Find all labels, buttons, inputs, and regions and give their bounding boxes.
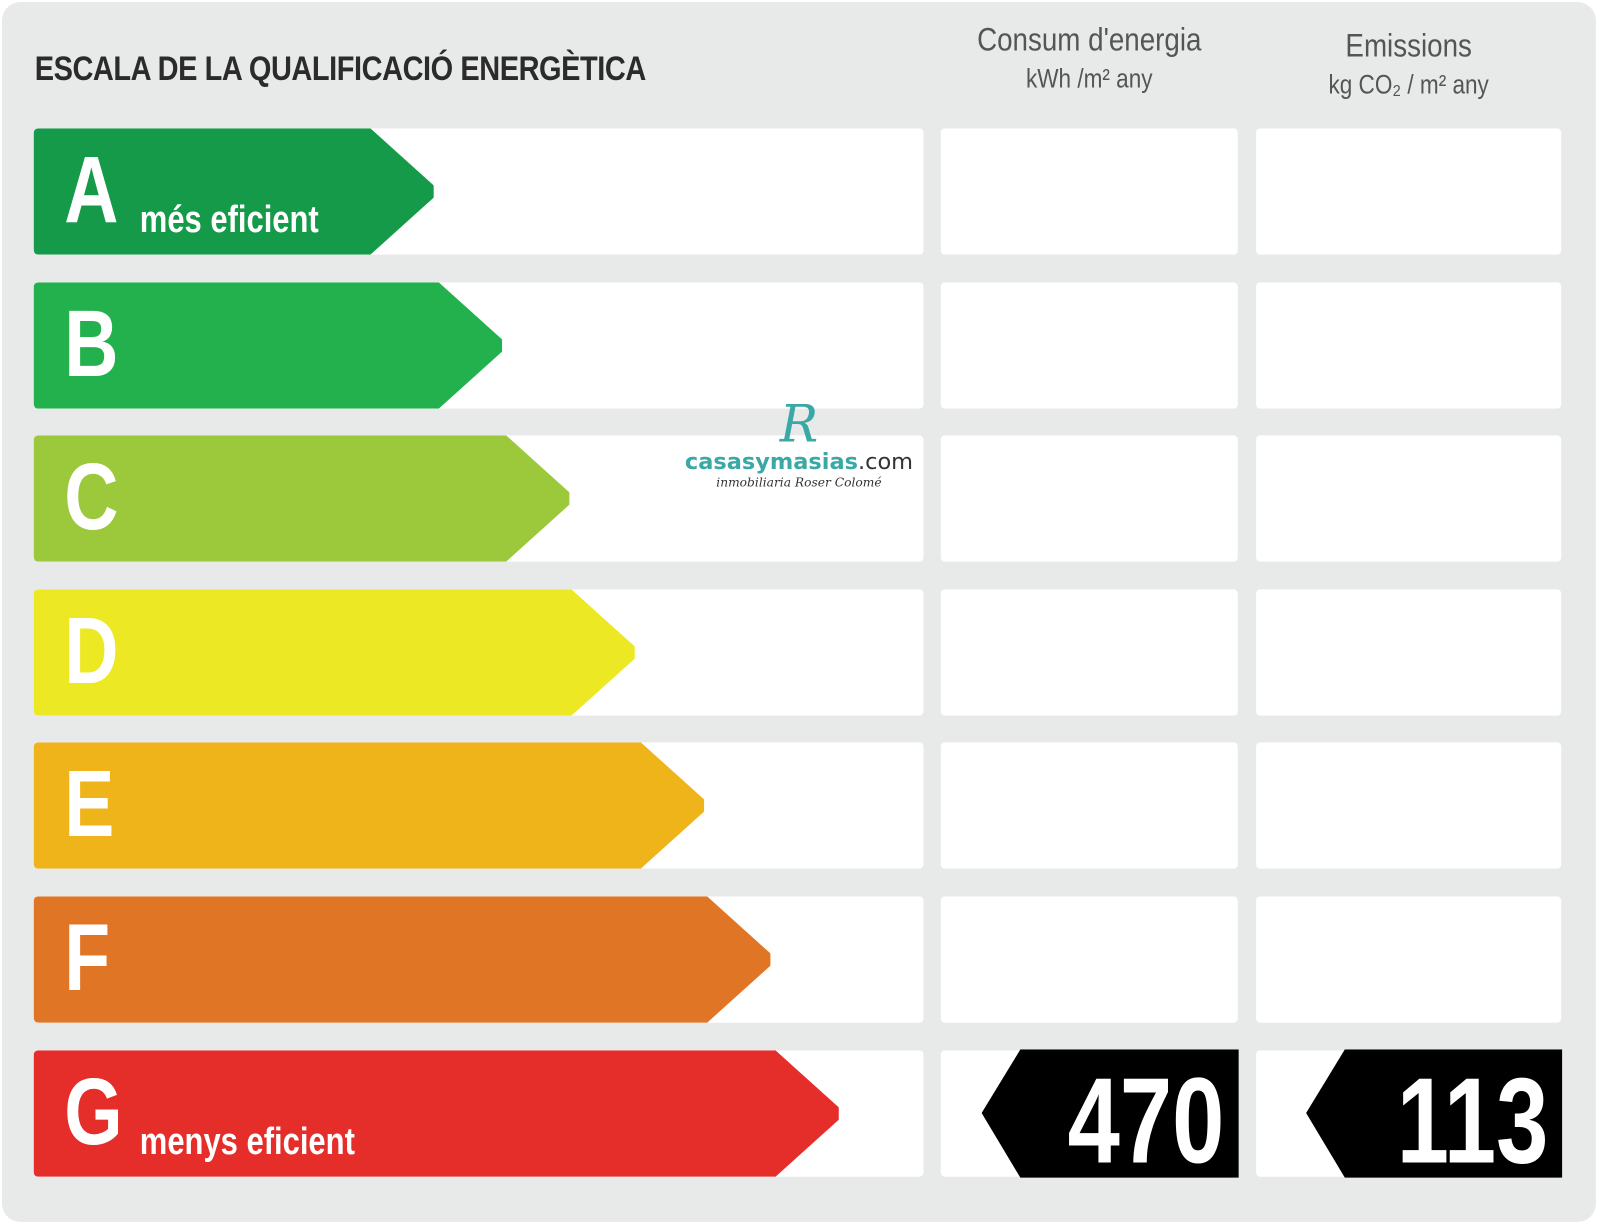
emissions-column-title: Emissions bbox=[1345, 26, 1472, 64]
emissions-value: 113 bbox=[1396, 1053, 1548, 1190]
rating-subtitle: menys eficient bbox=[139, 1119, 355, 1162]
rating-arrow-d: D bbox=[33, 589, 635, 716]
energy-column-header: Consum d'energia kWh /m² any bbox=[963, 21, 1215, 95]
emissions-cell bbox=[1256, 128, 1562, 255]
logo-tagline: inmobiliaria Roser Colomé bbox=[716, 475, 882, 490]
rating-letter: C bbox=[64, 444, 119, 550]
rating-arrow-e: E bbox=[33, 742, 705, 870]
energy-column-unit: kWh /m² any bbox=[1025, 62, 1153, 94]
logo-monogram: R bbox=[779, 394, 819, 454]
emissions-cell bbox=[1256, 896, 1562, 1023]
logo-domain: .com bbox=[857, 449, 914, 476]
rating-arrow-c: C bbox=[33, 435, 570, 562]
logo-brand: casasymasias bbox=[684, 449, 858, 476]
rating-letter: B bbox=[64, 291, 119, 396]
rating-subtitle: més eficient bbox=[139, 198, 319, 241]
emissions-column-header: Emissions kg CO₂ / m² any bbox=[1279, 27, 1538, 101]
energy-cell bbox=[940, 589, 1238, 716]
energy-cell bbox=[940, 435, 1238, 562]
rating-arrow-b: B bbox=[33, 281, 503, 409]
rating-arrow-f: F bbox=[33, 896, 771, 1023]
rating-letter: F bbox=[64, 905, 111, 1011]
rating-letter: A bbox=[64, 137, 119, 243]
emissions-value-marker: 113 bbox=[1306, 1049, 1563, 1189]
emissions-cell bbox=[1256, 742, 1562, 870]
label-title: ESCALA DE LA QUALIFICACIÓ ENERGÈTICA bbox=[34, 49, 647, 88]
rating-letter: E bbox=[64, 752, 115, 857]
energy-cell bbox=[940, 128, 1238, 255]
rating-letter: G bbox=[64, 1059, 123, 1164]
emissions-cell bbox=[1256, 435, 1562, 562]
energy-value: 470 bbox=[1067, 1053, 1225, 1190]
energy-cell bbox=[940, 896, 1238, 1023]
energy-value-marker: 470 bbox=[981, 1049, 1239, 1189]
watermark-logo: R casasymasias.com inmobiliaria Roser Co… bbox=[682, 398, 917, 489]
emissions-cell bbox=[1256, 281, 1562, 409]
rating-letter: D bbox=[64, 598, 119, 704]
emissions-column-unit: kg CO₂ / m² any bbox=[1328, 68, 1489, 100]
energy-cell bbox=[940, 281, 1238, 409]
emissions-cell bbox=[1256, 589, 1562, 716]
energy-column-title: Consum d'energia bbox=[977, 20, 1202, 58]
energy-cell bbox=[940, 742, 1238, 870]
